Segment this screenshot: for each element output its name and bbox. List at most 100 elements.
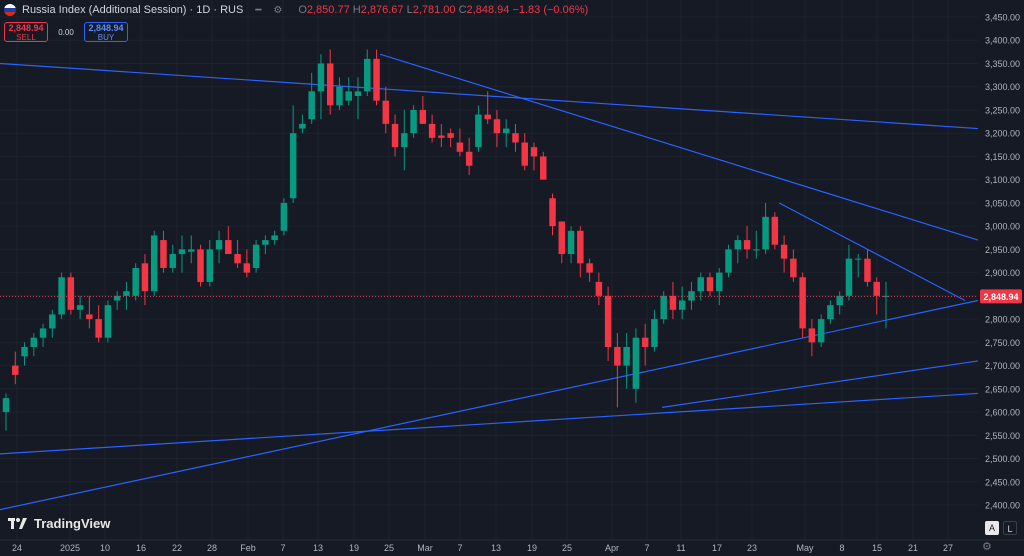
candle-body[interactable]	[95, 319, 101, 338]
candle-body[interactable]	[873, 282, 879, 296]
price-axis[interactable]: 2,400.00 2,450.00 2,500.00 2,550.00 2,600.00…	[978, 0, 1024, 556]
candle-body[interactable]	[494, 119, 500, 133]
candle-body[interactable]	[568, 231, 574, 254]
candle-body[interactable]	[31, 338, 37, 347]
candle-body[interactable]	[466, 152, 472, 166]
candle-body[interactable]	[132, 268, 138, 296]
candle-body[interactable]	[151, 235, 157, 291]
candle-body[interactable]	[12, 366, 18, 375]
candle-body[interactable]	[336, 87, 342, 106]
candle-body[interactable]	[3, 398, 9, 412]
candle-body[interactable]	[836, 296, 842, 305]
candle-body[interactable]	[364, 59, 370, 92]
candle-body[interactable]	[271, 235, 277, 240]
candle-body[interactable]	[642, 338, 648, 347]
candle-body[interactable]	[86, 314, 92, 319]
candle-body[interactable]	[234, 254, 240, 263]
candle-body[interactable]	[697, 277, 703, 291]
candle-body[interactable]	[355, 91, 361, 96]
candle-body[interactable]	[855, 259, 861, 260]
candle-body[interactable]	[207, 249, 213, 282]
candle-body[interactable]	[410, 110, 416, 133]
candle-body[interactable]	[345, 91, 351, 100]
candle-body[interactable]	[188, 249, 194, 251]
candle-body[interactable]	[799, 277, 805, 328]
candle-body[interactable]	[716, 273, 722, 292]
candle-body[interactable]	[540, 156, 546, 179]
candle-body[interactable]	[123, 291, 129, 296]
candle-body[interactable]	[40, 328, 46, 337]
candle-body[interactable]	[179, 249, 185, 254]
candle-body[interactable]	[781, 245, 787, 259]
candle-body[interactable]	[818, 319, 824, 342]
candle-body[interactable]	[225, 240, 231, 254]
candle-body[interactable]	[827, 305, 833, 319]
candle-body[interactable]	[864, 259, 870, 282]
candle-body[interactable]	[586, 263, 592, 272]
candle-body[interactable]	[744, 240, 750, 249]
candle-body[interactable]	[484, 115, 490, 120]
candle-body[interactable]	[401, 133, 407, 147]
candle-body[interactable]	[429, 124, 435, 138]
candle-body[interactable]	[531, 147, 537, 156]
candle-body[interactable]	[660, 296, 666, 319]
settings-icon[interactable]: ⚙	[273, 5, 282, 16]
candle-body[interactable]	[503, 129, 509, 134]
candle-body[interactable]	[512, 133, 518, 142]
candle-body[interactable]	[549, 198, 555, 226]
candle-body[interactable]	[438, 136, 444, 138]
candle-body[interactable]	[105, 305, 111, 338]
symbol-title[interactable]: Russia Index (Additional Session) · 1D ·…	[22, 4, 243, 16]
candle-body[interactable]	[790, 259, 796, 278]
candle-body[interactable]	[327, 63, 333, 105]
candle-body[interactable]	[262, 240, 268, 245]
candle-body[interactable]	[253, 245, 259, 268]
candle-body[interactable]	[142, 263, 148, 291]
candle-body[interactable]	[809, 328, 815, 342]
candle-body[interactable]	[614, 347, 620, 366]
candle-body[interactable]	[753, 249, 759, 250]
collapse-icon[interactable]: ━	[255, 5, 261, 16]
candle-body[interactable]	[772, 217, 778, 245]
candle-body[interactable]	[21, 347, 27, 356]
candle-body[interactable]	[318, 63, 324, 91]
candle-body[interactable]	[633, 338, 639, 389]
candle-body[interactable]	[299, 124, 305, 129]
candle-body[interactable]	[577, 231, 583, 264]
candle-body[interactable]	[281, 203, 287, 231]
candle-body[interactable]	[77, 305, 83, 310]
candle-body[interactable]	[169, 254, 175, 268]
log-scale-button[interactable]: L	[1003, 521, 1017, 535]
tradingview-logo[interactable]: TradingView	[8, 516, 110, 531]
candle-body[interactable]	[651, 319, 657, 347]
candle-body[interactable]	[160, 240, 166, 268]
candle-body[interactable]	[762, 217, 768, 250]
candle-body[interactable]	[735, 240, 741, 249]
candle-body[interactable]	[392, 124, 398, 147]
auto-scale-button[interactable]: A	[985, 521, 999, 535]
candle-body[interactable]	[197, 249, 203, 282]
candle-body[interactable]	[308, 91, 314, 119]
chart-settings-icon[interactable]: ⚙	[982, 540, 992, 553]
candle-body[interactable]	[68, 277, 74, 310]
candle-body[interactable]	[605, 296, 611, 347]
candle-body[interactable]	[623, 347, 629, 366]
candle-body[interactable]	[596, 282, 602, 296]
buy-button[interactable]: 2,848.94 BUY	[84, 22, 128, 42]
candle-body[interactable]	[49, 314, 55, 328]
candle-body[interactable]	[373, 59, 379, 101]
candle-body[interactable]	[383, 101, 389, 124]
candle-body[interactable]	[679, 301, 685, 310]
candle-body[interactable]	[670, 296, 676, 310]
candle-body[interactable]	[559, 221, 565, 254]
candle-body[interactable]	[725, 249, 731, 272]
candle-body[interactable]	[244, 263, 250, 272]
candle-body[interactable]	[707, 277, 713, 291]
candle-body[interactable]	[216, 240, 222, 249]
candle-body[interactable]	[521, 142, 527, 165]
candle-body[interactable]	[457, 142, 463, 151]
candle-body[interactable]	[447, 133, 453, 138]
candle-body[interactable]	[846, 259, 852, 296]
candle-body[interactable]	[475, 115, 481, 148]
